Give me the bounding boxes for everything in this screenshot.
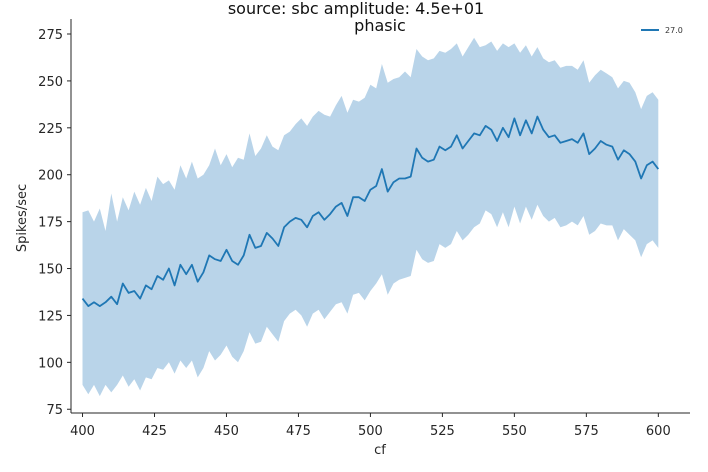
x-ticks: 400 425 450 475 500 525 550 575 600 [70,413,671,439]
y-tick-label: 250 [38,75,63,90]
chart-subtitle: phasic [354,16,406,35]
y-tick-label: 225 [38,122,63,137]
y-tick-label: 150 [38,263,63,278]
x-tick-label: 400 [70,424,95,439]
y-tick-label: 125 [38,309,63,324]
x-tick-label: 550 [502,424,527,439]
y-tick-label: 75 [46,403,63,418]
x-tick-label: 425 [142,424,167,439]
x-tick-label: 450 [214,424,239,439]
x-tick-label: 575 [574,424,599,439]
chart-title: source: sbc amplitude: 4.5e+01 [228,0,484,18]
std-band [82,37,659,397]
plot-area [81,37,660,397]
y-tick-label: 275 [38,28,63,43]
y-tick-label: 100 [38,356,63,371]
x-axis-label: cf [374,443,386,458]
y-axis-label: Spikes/sec [15,184,30,252]
legend: 27.0 [641,26,683,35]
series-line [81,115,660,308]
y-tick-label: 175 [38,216,63,231]
y-tick-label: 200 [38,169,63,184]
x-tick-label: 475 [286,424,311,439]
x-tick-label: 500 [358,424,383,439]
x-tick-label: 525 [430,424,455,439]
y-ticks: 75 100 125 150 175 200 225 250 275 [38,28,71,418]
legend-label: 27.0 [665,26,683,35]
x-tick-label: 600 [646,424,671,439]
